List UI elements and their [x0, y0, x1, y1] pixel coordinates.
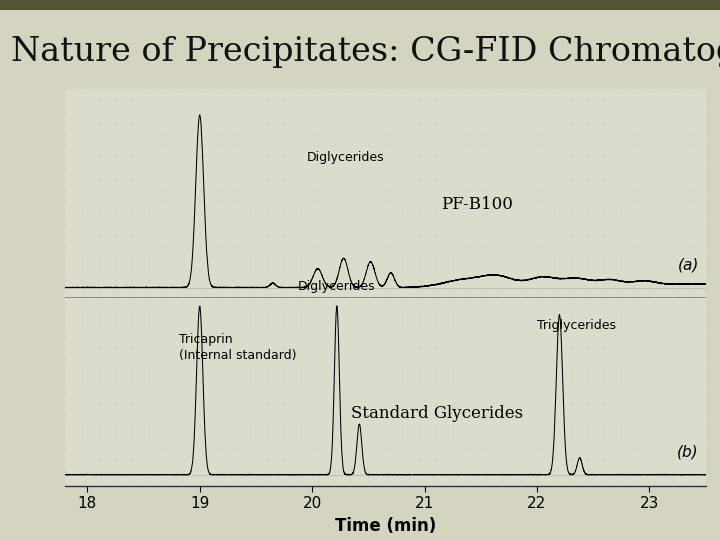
Text: Triglycerides: Triglycerides [537, 320, 616, 333]
Text: Nature of Precipitates: CG-FID Chromatogram: Nature of Precipitates: CG-FID Chromatog… [11, 36, 720, 68]
Text: Diglycerides: Diglycerides [307, 151, 384, 164]
Bar [0, 0, 720, 10]
Text: (b): (b) [678, 445, 699, 460]
X-axis label: Time (min): Time (min) [335, 517, 436, 535]
Text: Standard Glycerides: Standard Glycerides [351, 406, 523, 422]
Text: Diglycerides: Diglycerides [298, 280, 376, 293]
Text: (a): (a) [678, 258, 699, 273]
Text: Tricaprin
(Internal standard): Tricaprin (Internal standard) [179, 333, 297, 362]
Text: PF-B100: PF-B100 [441, 195, 513, 213]
